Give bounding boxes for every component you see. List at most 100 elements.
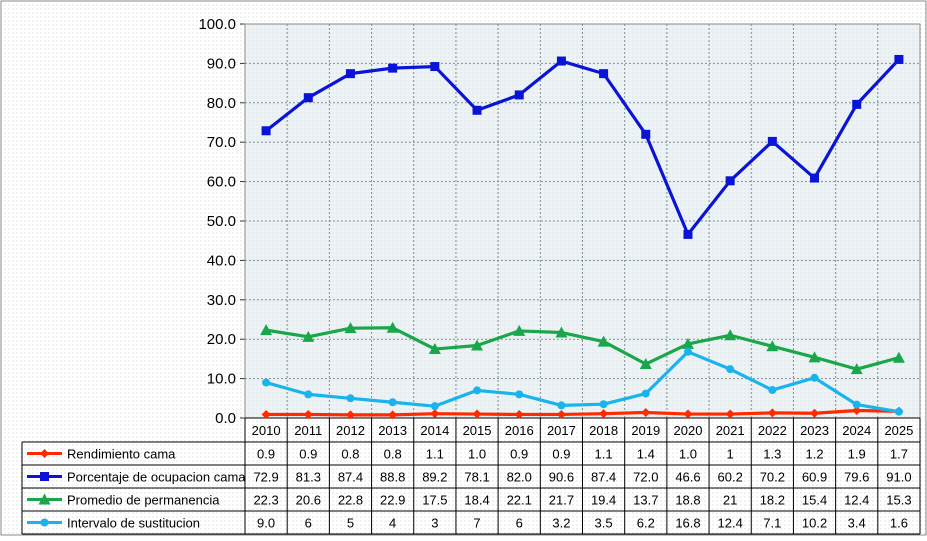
data-point-triangle bbox=[639, 358, 652, 370]
data-point-circle bbox=[388, 398, 397, 407]
data-point-square bbox=[261, 126, 271, 136]
x-tick-label: 2016 bbox=[505, 423, 534, 438]
data-point-square bbox=[852, 99, 862, 109]
data-point-triangle bbox=[892, 351, 905, 363]
x-tick-label: 2021 bbox=[716, 423, 745, 438]
table-cell-value: 10.2 bbox=[802, 516, 827, 531]
data-point-diamond bbox=[556, 409, 566, 419]
x-tick-label: 2025 bbox=[884, 423, 913, 438]
series-line-rendimiento-cama bbox=[266, 408, 899, 417]
data-point-triangle bbox=[302, 330, 315, 342]
table-cell-value: 19.4 bbox=[591, 493, 616, 508]
table-cell-value: 16.8 bbox=[675, 516, 700, 531]
y-tick-label: 100.0 bbox=[198, 16, 236, 33]
table-cell-value: 1.6 bbox=[890, 516, 908, 531]
table-cell-value: 1.3 bbox=[763, 447, 781, 462]
data-point-triangle bbox=[555, 326, 568, 338]
series-line-promedio-de-permanencia bbox=[265, 326, 900, 371]
table-cell-value: 46.6 bbox=[675, 470, 700, 485]
data-point-square bbox=[472, 105, 482, 115]
table-cell-value: 72.0 bbox=[633, 470, 658, 485]
x-tick-label: 2015 bbox=[463, 423, 492, 438]
legend-label-intervalo-de-sustitucion: Intervalo de sustitucion bbox=[67, 516, 200, 531]
x-tick-label: 2022 bbox=[758, 423, 787, 438]
data-point-diamond bbox=[303, 409, 313, 419]
table-cell-value: 70.2 bbox=[760, 470, 785, 485]
table-cell-value: 72.9 bbox=[253, 470, 278, 485]
table-cell-value: 5 bbox=[347, 516, 354, 531]
data-point-circle bbox=[852, 400, 861, 409]
data-point-circle bbox=[473, 386, 482, 395]
data-point-circle bbox=[683, 347, 692, 356]
data-point-triangle bbox=[808, 351, 821, 363]
table-cell-value: 13.7 bbox=[633, 493, 658, 508]
table-cell-value: 4 bbox=[389, 516, 396, 531]
table-cell-value: 15.4 bbox=[802, 493, 827, 508]
table-cell-value: 22.8 bbox=[338, 493, 363, 508]
table-cell-value: 87.4 bbox=[338, 470, 363, 485]
table-cell-value: 12.4 bbox=[718, 516, 743, 531]
data-point-square bbox=[388, 63, 398, 73]
data-point-triangle bbox=[513, 324, 526, 336]
data-point-triangle bbox=[724, 329, 737, 341]
y-tick-label: 70.0 bbox=[207, 134, 236, 151]
table-cell-value: 81.3 bbox=[296, 470, 321, 485]
table-cell-value: 15.3 bbox=[886, 493, 911, 508]
table-cell-value: 90.6 bbox=[549, 470, 574, 485]
table-cell-value: 22.1 bbox=[507, 493, 532, 508]
table-cell-value: 0.9 bbox=[257, 447, 275, 462]
table-cell-value: 21.7 bbox=[549, 493, 574, 508]
x-tick-label: 2013 bbox=[378, 423, 407, 438]
data-point-square bbox=[303, 93, 313, 103]
table-cell-value: 18.2 bbox=[760, 493, 785, 508]
data-point-circle bbox=[894, 407, 903, 416]
data-point-circle bbox=[768, 386, 777, 395]
data-point-diamond bbox=[725, 409, 735, 419]
y-tick-label: 80.0 bbox=[207, 95, 236, 112]
data-point-circle bbox=[430, 402, 439, 411]
y-tick-label: 90.0 bbox=[207, 55, 236, 72]
data-point-triangle bbox=[428, 343, 441, 355]
x-tick-label: 2020 bbox=[674, 423, 703, 438]
table-cell-value: 1 bbox=[727, 447, 734, 462]
table-cell-value: 88.8 bbox=[380, 470, 405, 485]
table-cell-value: 0.9 bbox=[510, 447, 528, 462]
table-cell-value: 82.0 bbox=[507, 470, 532, 485]
x-tick-label: 2019 bbox=[631, 423, 660, 438]
data-point-square bbox=[725, 176, 735, 186]
table-cell-value: 6 bbox=[516, 516, 523, 531]
table-cell-value: 22.9 bbox=[380, 493, 405, 508]
y-tick-label: 50.0 bbox=[207, 213, 236, 230]
legend-label-promedio-de-permanencia: Promedio de permanencia bbox=[67, 493, 220, 508]
data-point-diamond bbox=[261, 409, 271, 419]
table-cell-value: 17.5 bbox=[422, 493, 447, 508]
data-table: 2010 2011 2012 2013 2014 2015 2016 2017 2018 2019… bbox=[21, 417, 921, 535]
table-cell-value: 6 bbox=[305, 516, 312, 531]
data-point-diamond bbox=[40, 449, 49, 458]
data-point-diamond bbox=[852, 406, 862, 416]
data-point-diamond bbox=[810, 408, 820, 418]
data-point-square bbox=[599, 69, 609, 79]
table-cell-value: 6.2 bbox=[637, 516, 655, 531]
table-cell-value: 9.0 bbox=[257, 516, 275, 531]
data-point-triangle bbox=[38, 493, 51, 505]
data-point-circle bbox=[304, 390, 313, 399]
table-cell-value: 18.8 bbox=[675, 493, 700, 508]
table-cell-value: 0.9 bbox=[299, 447, 317, 462]
table-cell-value: 1.4 bbox=[637, 447, 655, 462]
data-point-triangle bbox=[471, 339, 484, 351]
table-cell-value: 1.0 bbox=[679, 447, 697, 462]
data-point-diamond bbox=[767, 408, 777, 418]
table-cell-value: 3.2 bbox=[552, 516, 570, 531]
table-cell-value: 0.8 bbox=[341, 447, 359, 462]
data-point-circle bbox=[346, 394, 355, 403]
table-cell-value: 3.4 bbox=[848, 516, 866, 531]
data-point-diamond bbox=[430, 409, 440, 419]
data-point-circle bbox=[726, 365, 735, 374]
table-cell-value: 0.9 bbox=[552, 447, 570, 462]
table-cell-value: 1.1 bbox=[426, 447, 444, 462]
series-line-intervalo-de-sustitucion bbox=[265, 350, 900, 414]
data-point-square bbox=[894, 54, 904, 64]
